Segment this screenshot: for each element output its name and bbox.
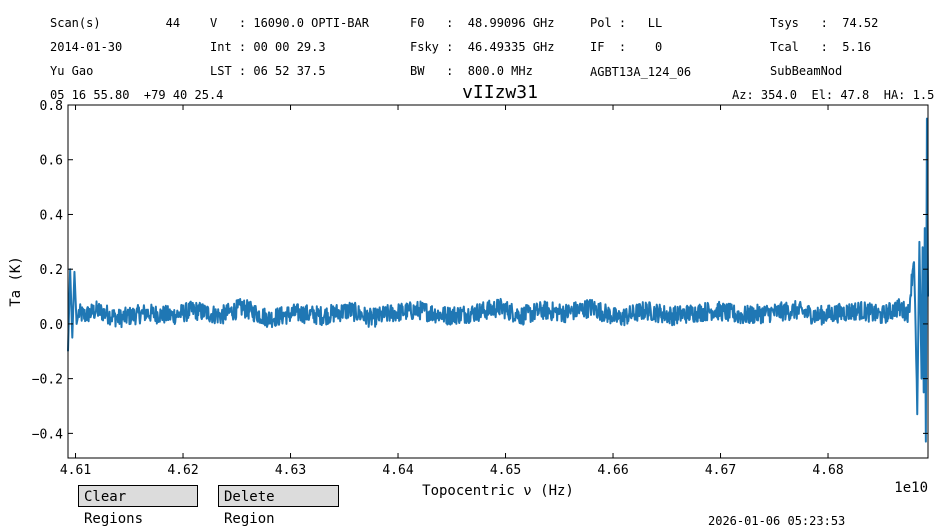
y-tick-label: 0.8 (40, 99, 63, 114)
header-tsys: Tsys : 74.52 (770, 16, 879, 30)
x-tick-label: 4.61 (60, 463, 91, 478)
header-velocity: V : 16090.0 OPTI-BAR (210, 16, 369, 30)
y-tick-label: −0.4 (32, 427, 63, 442)
header-observer: Yu Gao (50, 64, 94, 78)
header-date: 2014-01-30 (50, 40, 123, 54)
y-tick-label: 0.0 (40, 318, 63, 333)
x-tick-label: 4.66 (597, 463, 628, 478)
header-bw: BW : 800.0 MHz (410, 64, 533, 78)
spectrum-line (67, 117, 929, 443)
x-axis-label: Topocentric ν (Hz) (422, 483, 574, 499)
plot-frame (67, 104, 929, 459)
chart-title: vIIzw31 (462, 82, 538, 103)
header-pol: Pol : LL (590, 16, 663, 30)
header-tcal: Tcal : 5.16 (770, 40, 872, 54)
x-tick-label: 4.65 (490, 463, 521, 478)
header-coords: 05 16 55.80 +79 40 25.4 (50, 88, 224, 102)
header-azel: Az: 354.0 El: 47.8 HA: 1.5 (732, 88, 935, 102)
header-if: IF : 0 (590, 40, 663, 54)
y-tick-label: −0.2 (32, 373, 63, 388)
delete-region-button[interactable]: Delete Region (218, 485, 339, 527)
y-tick-label: 0.6 (40, 154, 63, 169)
x-tick-label: 4.62 (167, 463, 198, 478)
x-tick-label: 4.67 (705, 463, 736, 478)
x-tick-label: 4.64 (382, 463, 413, 478)
x-tick-label: 4.63 (275, 463, 306, 478)
y-tick-label: 0.2 (40, 263, 63, 278)
clear-regions-button[interactable]: Clear Regions (78, 485, 198, 527)
header-procedure: SubBeamNod (770, 64, 843, 78)
x-tick-label: 4.68 (812, 463, 843, 478)
x-offset-label: 1e10 (894, 480, 928, 496)
header-f0: F0 : 48.99096 GHz (410, 16, 555, 30)
header-scan: Scan(s) 44 (50, 16, 181, 30)
y-axis-label: Ta (K) (8, 256, 24, 307)
header-int: Int : 00 00 29.3 (210, 40, 326, 54)
y-tick-label: 0.4 (40, 208, 64, 223)
header-project: AGBT13A_124_06 (590, 65, 692, 79)
timestamp: 2026-01-06 05:23:53 (708, 514, 846, 528)
header-lst: LST : 06 52 37.5 (210, 64, 326, 78)
header-fsky: Fsky : 46.49335 GHz (410, 40, 555, 54)
